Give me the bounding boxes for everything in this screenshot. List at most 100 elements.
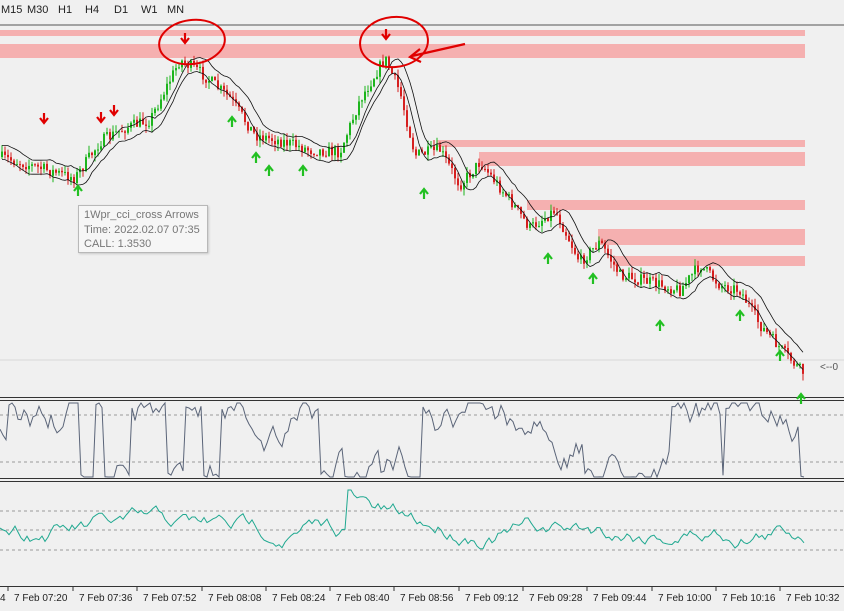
resistance-zone [598, 229, 805, 245]
candle-body [280, 139, 282, 147]
candle-body [118, 131, 120, 133]
candle-body [577, 253, 579, 260]
time-tick-label: 7 Feb 10:00 [658, 593, 712, 604]
candle-body [484, 168, 486, 170]
resistance-zone [0, 30, 805, 36]
candle-body [787, 347, 789, 353]
candle-body [760, 322, 762, 332]
candle-body [265, 135, 267, 141]
candle-body [244, 111, 246, 122]
candle-body [109, 132, 111, 140]
candle-body [223, 85, 225, 90]
time-tick-label: 7 Feb 07:52 [143, 593, 197, 604]
candle-body [409, 126, 411, 138]
timeframe-h4[interactable]: H4 [85, 4, 100, 16]
arrow-up-icon [251, 151, 261, 163]
candle-body [580, 255, 582, 260]
candle-body [253, 126, 255, 133]
candle-body [250, 126, 252, 131]
candle-body [415, 149, 417, 156]
candle-body [784, 345, 786, 348]
timeframe-m15[interactable]: M15 [1, 4, 23, 16]
candle-body [43, 163, 45, 169]
candle-body [196, 64, 198, 68]
candle-body [790, 352, 792, 361]
candle-body [217, 80, 219, 89]
candle-body [214, 76, 216, 81]
candle-body [289, 140, 291, 146]
candle-body [553, 210, 555, 214]
candle-body [7, 154, 9, 158]
resistance-zone [527, 200, 805, 210]
timeframe-m30[interactable]: M30 [27, 4, 49, 16]
arrow-down-icon [39, 113, 49, 125]
candle-body [346, 135, 348, 143]
timeframe-w1[interactable]: W1 [141, 4, 158, 16]
candle-body [175, 67, 177, 71]
envelope-lower-line [2, 71, 804, 370]
candle-body [205, 79, 207, 83]
candle-body [355, 115, 357, 120]
candle-body [793, 360, 795, 366]
candle-body [688, 275, 690, 284]
candle-body [271, 138, 273, 141]
candle-body [562, 224, 564, 233]
candle-body [430, 146, 432, 148]
candle-body [697, 265, 699, 273]
candle-body [28, 165, 30, 170]
candle-body [91, 152, 93, 156]
candle-body [70, 177, 72, 181]
candle-body [682, 285, 684, 296]
candle-body [742, 294, 744, 296]
candle-body [619, 269, 621, 272]
candle-body [307, 147, 309, 151]
candle-body [802, 363, 804, 374]
candle-body [622, 269, 624, 280]
candle-body [211, 76, 213, 82]
cci-indicator-line [0, 489, 805, 550]
candle-body [574, 247, 576, 254]
candle-body [268, 135, 270, 139]
candle-body [412, 137, 414, 150]
candle-body [736, 285, 738, 292]
candle-body [25, 167, 27, 170]
candle-body [448, 157, 450, 164]
candle-body [739, 291, 741, 295]
candle-body [298, 145, 300, 148]
candle-body [361, 100, 363, 102]
arrow-up-icon [264, 164, 274, 176]
candle-body [61, 170, 63, 173]
timeframe-toolbar: M15 M30 H1 H4 D1 W1 MN [0, 0, 844, 22]
arrow-up-icon [655, 319, 665, 331]
candle-body [502, 192, 504, 194]
candle-body [454, 168, 456, 179]
timeframe-mn[interactable]: MN [167, 4, 185, 16]
arrow-down-icon [96, 112, 106, 124]
candle-body [556, 213, 558, 215]
candle-body [532, 222, 534, 224]
candle-body [34, 164, 36, 166]
candle-body [763, 327, 765, 332]
candle-body [277, 139, 279, 145]
candle-body [76, 172, 78, 183]
candle-body [637, 282, 639, 285]
candle-body [640, 274, 642, 285]
resistance-zone [615, 256, 805, 266]
timeframe-h1[interactable]: H1 [58, 4, 73, 16]
candle-body [559, 214, 561, 225]
candle-body [451, 163, 453, 169]
candle-body [67, 171, 69, 181]
candle-body [673, 290, 675, 294]
timeframe-d1[interactable]: D1 [114, 4, 129, 16]
candle-body [715, 279, 717, 284]
candle-body [652, 277, 654, 279]
candle-body [49, 170, 51, 176]
candle-body [517, 205, 519, 208]
candle-body [55, 169, 57, 173]
candle-body [475, 162, 477, 174]
candle-body [388, 56, 390, 68]
arrow-up-icon [298, 164, 308, 176]
candle-body [13, 160, 15, 165]
time-axis: 4 7 Feb 07:20 7 Feb 07:36 7 Feb 07:52 7 Feb … [0, 587, 840, 604]
